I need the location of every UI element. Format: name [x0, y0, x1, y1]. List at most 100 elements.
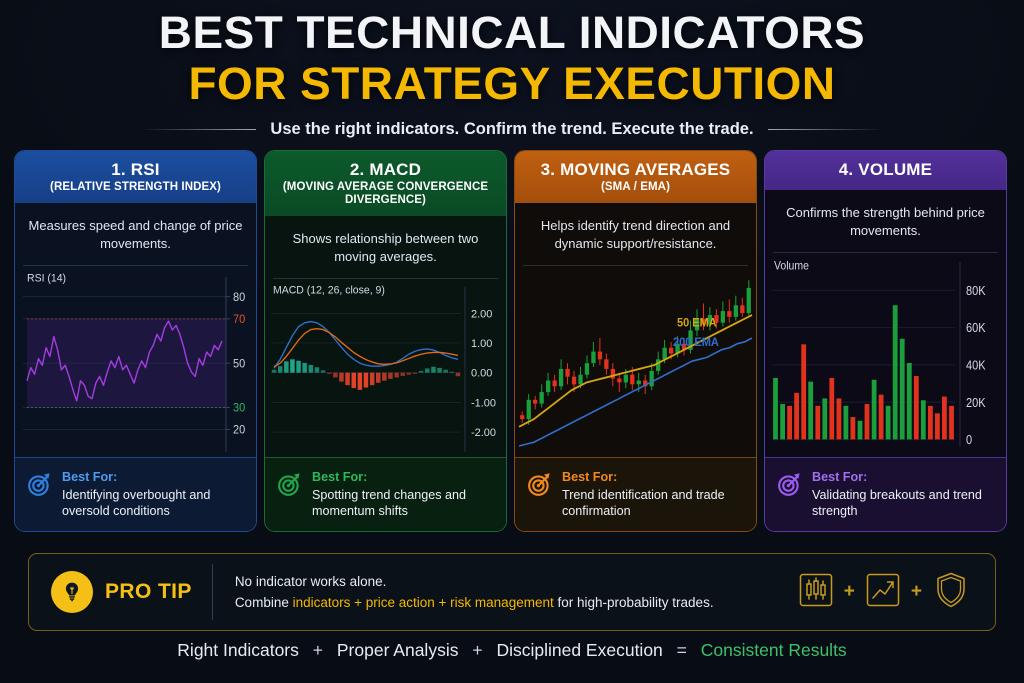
- best-for-block: Best For: Validating breakouts and trend…: [812, 469, 996, 520]
- svg-text:20: 20: [233, 424, 245, 437]
- card-divider: [273, 277, 498, 279]
- best-for-label: Best For:: [562, 469, 618, 484]
- pro-tip-line2-post: for high-probability trades.: [553, 595, 714, 610]
- best-for-text: Identifying overbought and oversold cond…: [62, 487, 211, 519]
- header: BEST TECHNICAL INDICATORS FOR STRATEGY E…: [0, 0, 1024, 139]
- target-arrow-icon: [276, 471, 303, 503]
- best-for-label: Best For:: [312, 469, 368, 484]
- card-header-moving-averages: 3. MOVING AVERAGES (SMA / EMA): [515, 151, 756, 203]
- trend-arrow-icon: [864, 571, 902, 614]
- target-arrow-icon: [526, 471, 553, 503]
- card-title: 3. MOVING AVERAGES: [540, 160, 731, 179]
- card-header-volume: 4. VOLUME: [765, 151, 1006, 191]
- card-footer-rsi: Best For: Identifying overbought and ove…: [15, 456, 256, 531]
- card-subtitle: (MOVING AVERAGE CONVERGENCE DIVERGENCE): [282, 181, 489, 206]
- card-divider: [773, 251, 998, 253]
- indicator-card-rsi[interactable]: 1. RSI (RELATIVE STRENGTH INDEX) Measure…: [14, 150, 257, 532]
- card-title: 2. MACD: [349, 160, 422, 179]
- page-title-line1: BEST TECHNICAL INDICATORS: [158, 7, 866, 58]
- svg-text:80K: 80K: [966, 283, 986, 298]
- volume-chart: Volume 80K 60K 40K 20K 0: [765, 253, 1006, 457]
- card-body-rsi: Measures speed and change of price movem…: [15, 202, 256, 457]
- svg-text:40K: 40K: [966, 358, 986, 373]
- svg-text:RSI (14): RSI (14): [27, 272, 66, 285]
- svg-text:1.00: 1.00: [471, 338, 492, 350]
- pro-tip-line2-pre: Combine: [234, 595, 293, 610]
- svg-text:-1.00: -1.00: [471, 397, 496, 409]
- svg-text:MACD (12, 26, close, 9): MACD (12, 26, close, 9): [273, 284, 385, 296]
- footer-operator-2: +: [472, 640, 483, 660]
- best-for-text: Spotting trend changes and momentum shif…: [312, 487, 467, 519]
- plus-symbol-1: +: [843, 581, 855, 602]
- svg-text:50: 50: [233, 358, 245, 371]
- card-description: Helps identify trend direction and dynam…: [540, 217, 731, 251]
- best-for-label: Best For:: [62, 469, 118, 484]
- card-subtitle: (RELATIVE STRENGTH INDEX): [50, 181, 221, 194]
- footer-operator-3: =: [676, 640, 687, 660]
- indicator-card-moving-averages[interactable]: 3. MOVING AVERAGES (SMA / EMA) Helps ide…: [514, 150, 757, 532]
- best-for-block: Best For: Trend identification and trade…: [562, 469, 746, 520]
- svg-text:2.00: 2.00: [471, 308, 492, 320]
- card-subtitle: (SMA / EMA): [600, 181, 671, 194]
- best-for-text: Validating breakouts and trend strength: [812, 487, 982, 519]
- svg-text:60K: 60K: [966, 320, 986, 335]
- candlestick-chart-icon: [797, 571, 835, 614]
- divider-left: [141, 129, 257, 131]
- svg-text:-2.00: -2.00: [471, 427, 496, 439]
- best-for-block: Best For: Spotting trend changes and mom…: [312, 469, 496, 520]
- card-header-rsi: 1. RSI (RELATIVE STRENGTH INDEX): [15, 151, 256, 203]
- best-for-label: Best For:: [812, 469, 868, 484]
- card-footer-moving-averages: Best For: Trend identification and trade…: [515, 456, 756, 531]
- card-title: 1. RSI: [111, 160, 160, 179]
- divider-right: [767, 129, 883, 131]
- svg-text:20K: 20K: [966, 395, 986, 410]
- svg-text:200 EMA: 200 EMA: [673, 336, 719, 349]
- card-body-moving-averages: Helps identify trend direction and dynam…: [515, 202, 756, 457]
- pro-tip-banner: PRO TIP No indicator works alone. Combin…: [28, 553, 996, 631]
- best-for-block: Best For: Identifying overbought and ove…: [62, 469, 246, 520]
- pro-tip-highlight: indicators + price action + risk managem…: [292, 595, 554, 610]
- card-footer-volume: Best For: Validating breakouts and trend…: [765, 456, 1006, 531]
- best-for-text: Trend identification and trade confirmat…: [562, 487, 725, 519]
- footer-item-3: Disciplined Execution: [496, 640, 663, 660]
- svg-text:0.00: 0.00: [471, 367, 492, 379]
- svg-text:30: 30: [233, 402, 245, 415]
- pro-tip-text: No indicator works alone. Combine indica…: [213, 574, 797, 610]
- pro-tip-line1: No indicator works alone.: [234, 574, 387, 589]
- svg-text:Volume: Volume: [774, 260, 809, 273]
- footer-operator-1: +: [312, 640, 323, 660]
- card-footer-macd: Best For: Spotting trend changes and mom…: [265, 456, 506, 531]
- svg-text:0: 0: [966, 432, 972, 447]
- pro-tip-label: PRO TIP: [105, 580, 192, 603]
- card-description: Shows relationship between two moving av…: [292, 230, 479, 264]
- card-body-macd: Shows relationship between two moving av…: [265, 215, 506, 457]
- lightbulb-icon: [51, 571, 93, 613]
- svg-text:80: 80: [233, 291, 245, 304]
- pro-tip-line2: Combine indicators + price action + risk…: [235, 595, 797, 610]
- card-header-macd: 2. MACD (MOVING AVERAGE CONVERGENCE DIVE…: [265, 151, 506, 216]
- card-description: Confirms the strength behind price movem…: [786, 205, 985, 238]
- plus-symbol-2: +: [910, 581, 922, 602]
- indicator-card-macd[interactable]: 2. MACD (MOVING AVERAGE CONVERGENCE DIVE…: [264, 150, 507, 532]
- footer-result: Consistent Results: [700, 640, 847, 660]
- card-divider: [523, 264, 748, 266]
- subtitle-row: Use the right indicators. Confirm the tr…: [0, 120, 1024, 139]
- card-title: 4. VOLUME: [838, 160, 933, 179]
- shield-icon: [931, 570, 971, 615]
- footer-item-1: Right Indicators: [177, 640, 299, 660]
- target-arrow-icon: [26, 471, 53, 503]
- pro-tip-left: PRO TIP: [29, 571, 212, 613]
- svg-text:70: 70: [233, 313, 245, 326]
- page-subtitle: Use the right indicators. Confirm the tr…: [270, 120, 754, 139]
- card-body-volume: Confirms the strength behind price movem…: [765, 190, 1006, 457]
- card-description: Measures speed and change of price movem…: [28, 217, 243, 251]
- indicator-card-grid: 1. RSI (RELATIVE STRENGTH INDEX) Measure…: [14, 150, 1010, 532]
- pro-tip-icon-row: + +: [797, 570, 995, 615]
- footer-item-2: Proper Analysis: [336, 640, 459, 660]
- candlestick-chart: 50 EMA 200 EMA: [515, 266, 756, 457]
- card-divider: [23, 264, 248, 266]
- macd-chart: MACD (12, 26, close, 9) 2.00 1.00 0.00 -1.00…: [265, 279, 506, 457]
- svg-text:50 EMA: 50 EMA: [677, 317, 717, 330]
- pro-tip-separator: [211, 564, 213, 620]
- indicator-card-volume[interactable]: 4. VOLUME Confirms the strength behind p…: [764, 150, 1007, 532]
